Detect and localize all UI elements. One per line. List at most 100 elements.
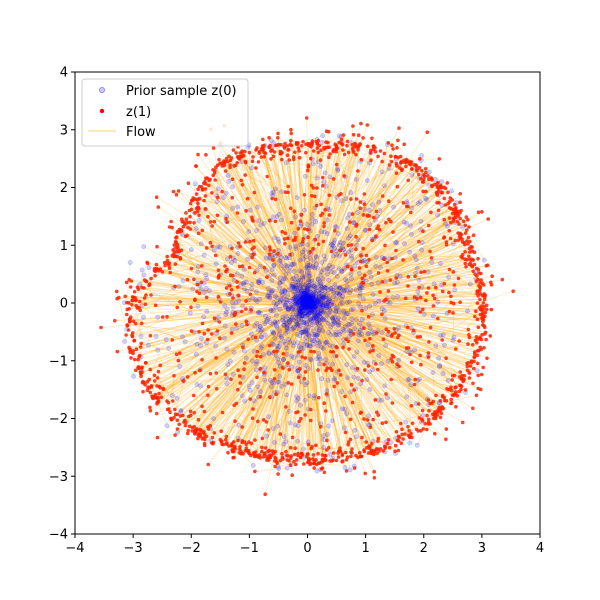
flow-line (282, 367, 290, 461)
prior-point (305, 301, 311, 307)
flow-line (255, 351, 275, 365)
z1-point (369, 158, 373, 162)
prior-point (379, 169, 385, 175)
z1-point (129, 279, 134, 283)
prior-point (382, 383, 388, 389)
flow-line (336, 371, 365, 451)
flow-line (334, 167, 401, 241)
z1-point (217, 320, 222, 324)
prior-point (393, 240, 399, 246)
z1-point (484, 307, 489, 312)
flow-line (391, 379, 449, 381)
flow-line (264, 359, 285, 454)
z1-point (216, 276, 221, 280)
flow-line (322, 257, 463, 299)
flow-line (325, 359, 386, 448)
flow-line (380, 258, 479, 268)
prior-point (293, 273, 299, 279)
flow-line (305, 143, 318, 285)
z1-point (280, 151, 284, 155)
flow-line (353, 147, 359, 223)
flow-line (398, 347, 407, 361)
z1-point (254, 166, 258, 170)
z1-point (418, 176, 423, 181)
prior-point (300, 295, 306, 301)
z1-point (273, 449, 277, 454)
flow-line (141, 326, 261, 368)
prior-point (323, 357, 328, 363)
prior-point (301, 298, 307, 304)
z1-point (362, 449, 367, 454)
flow-line (322, 161, 402, 280)
prior-point (302, 313, 308, 319)
prior-point (305, 300, 311, 306)
z1-point (422, 269, 427, 274)
flow-line (174, 385, 202, 410)
prior-point (292, 214, 298, 220)
flow-line (313, 305, 457, 388)
prior-point (299, 298, 305, 303)
prior-point (284, 465, 290, 471)
flow-line (279, 322, 305, 461)
prior-point (180, 278, 186, 284)
flow-line (132, 297, 142, 337)
flow-line (311, 178, 422, 297)
prior-point (300, 346, 306, 352)
flow-line (261, 148, 307, 301)
prior-point (320, 303, 325, 309)
z1-point (362, 192, 367, 196)
flow-line (315, 162, 406, 294)
prior-point (198, 241, 204, 247)
z1-point (215, 329, 220, 333)
prior-point (253, 361, 259, 367)
z1-point (364, 264, 369, 269)
z1-point (211, 173, 215, 178)
z1-point (327, 213, 332, 217)
flow-line (147, 262, 199, 284)
z1-point (338, 373, 343, 377)
z1-point (263, 492, 268, 497)
z1-point (384, 420, 388, 425)
flow-line (241, 151, 287, 266)
flow-line (245, 241, 280, 262)
prior-point (304, 343, 310, 348)
prior-point (318, 229, 324, 235)
flow-line (261, 307, 307, 452)
flow-line (307, 307, 325, 365)
flow-line (314, 306, 470, 379)
z1-point (440, 406, 445, 411)
flow-line (155, 270, 287, 304)
z1-point (174, 352, 179, 357)
flow-line (318, 343, 340, 451)
z1-point (359, 410, 364, 415)
flow-line (307, 302, 372, 452)
flow-line (308, 306, 402, 444)
prior-point (317, 290, 322, 296)
z1-point (346, 339, 351, 344)
prior-point (276, 360, 282, 366)
prior-point (299, 269, 305, 275)
flow-line (294, 303, 308, 449)
flow-line (379, 186, 438, 211)
z1-point (354, 152, 358, 157)
z1-point (155, 400, 159, 405)
z1-point (253, 469, 257, 474)
flow-line (312, 317, 330, 448)
z1-point (458, 200, 462, 205)
prior-point (139, 267, 145, 273)
z1-point (224, 434, 229, 439)
flow-line (319, 322, 342, 376)
z1-point (224, 286, 229, 290)
z1-point (266, 428, 270, 432)
z1-point (433, 416, 438, 421)
z1-point (194, 206, 199, 211)
prior-point (367, 222, 373, 228)
prior-point (312, 304, 318, 310)
flow-line (245, 210, 306, 298)
z1-point (464, 265, 468, 269)
z1-point (267, 135, 271, 140)
flow-line (342, 238, 463, 297)
flow-line (190, 305, 304, 412)
flow-line (244, 151, 275, 239)
prior-point (331, 270, 337, 276)
